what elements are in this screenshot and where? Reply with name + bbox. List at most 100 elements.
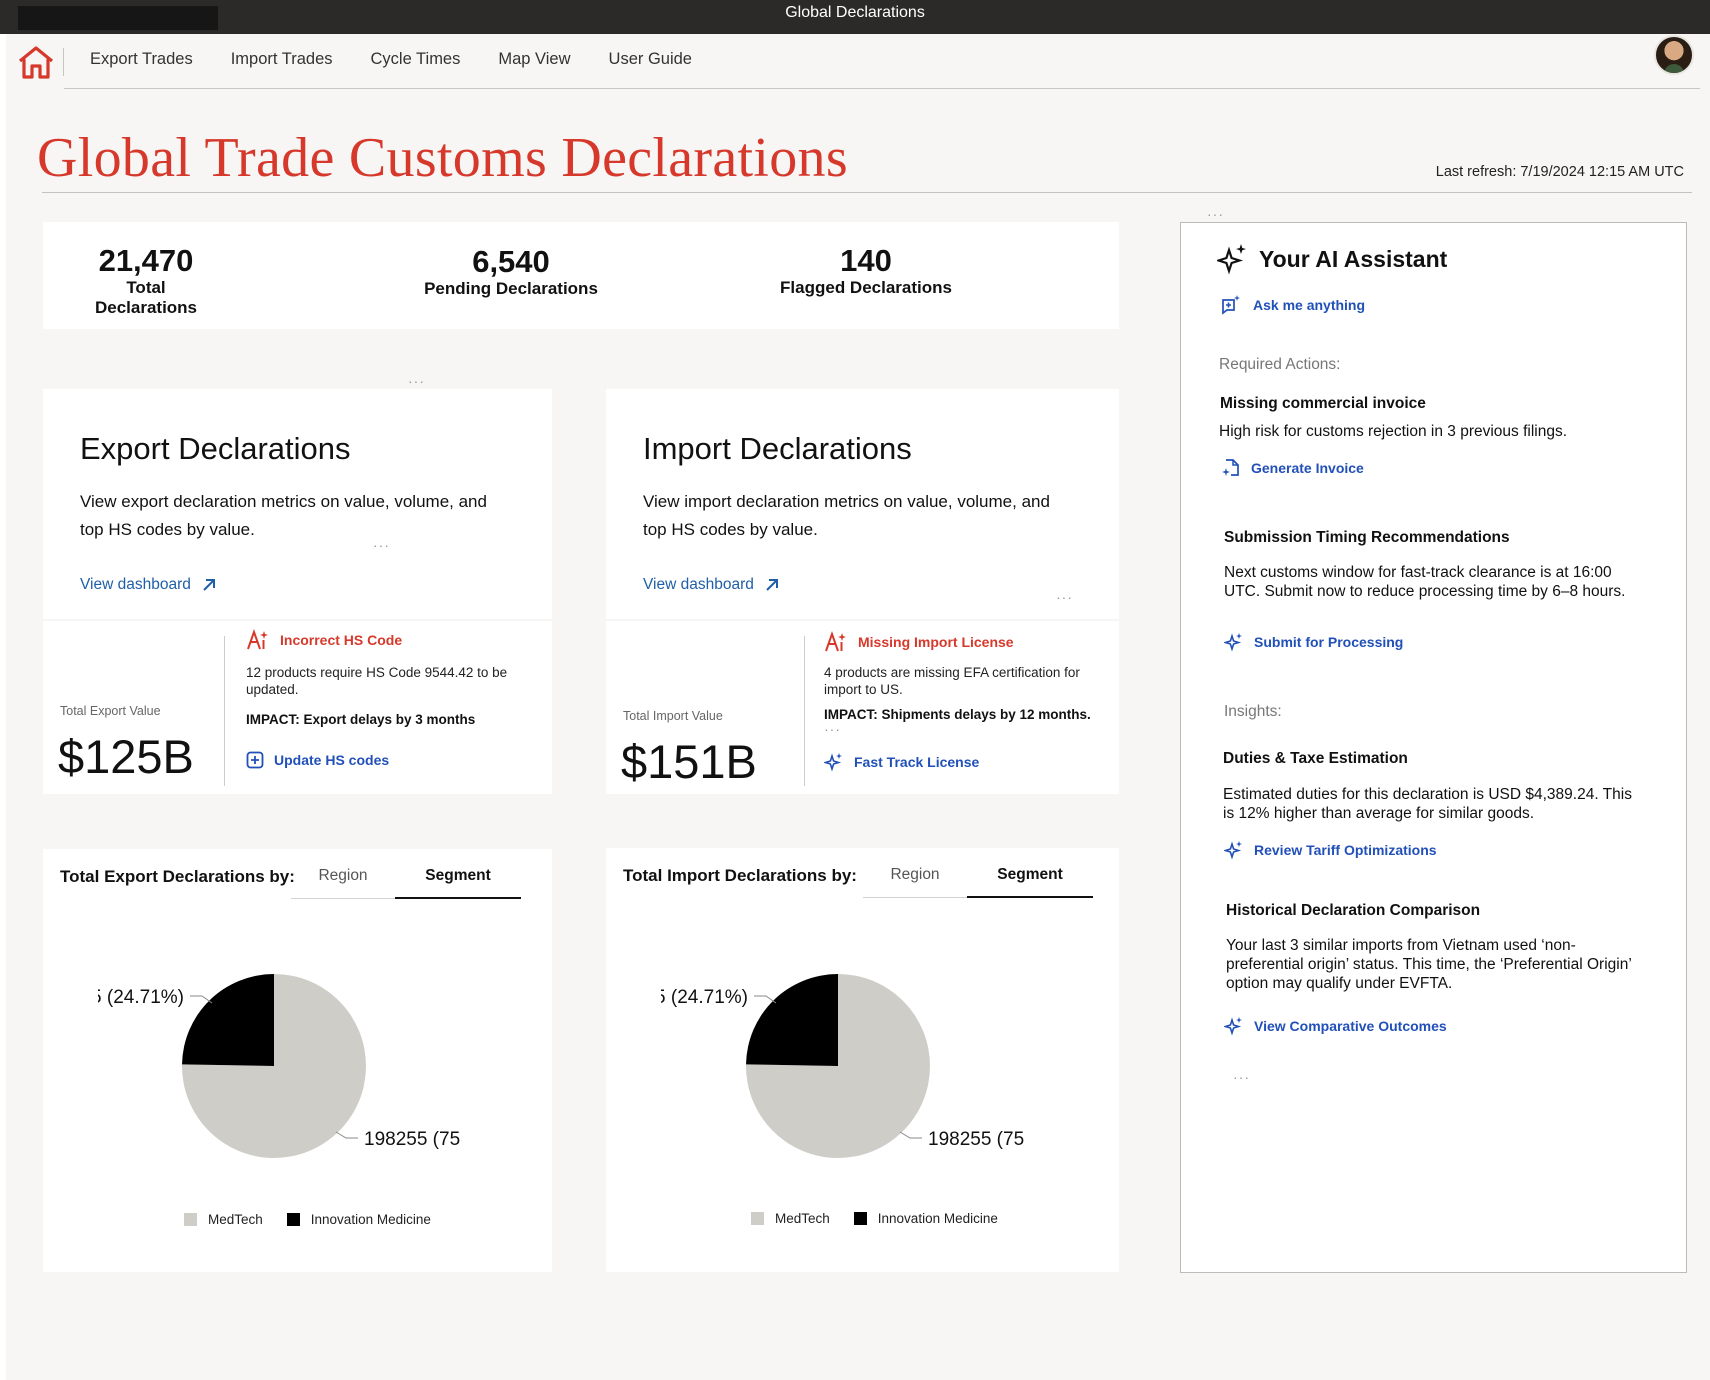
kpi-label: Pending Declarations — [424, 279, 598, 298]
external-arrow-icon — [766, 579, 778, 591]
legend-swatch-innovation-medicine — [286, 1213, 300, 1226]
import-alert-body: 4 products are missing EFA certification… — [824, 665, 1080, 697]
kpi-value: 140 — [840, 243, 892, 278]
export-chart-tabs: Region Segment — [291, 867, 521, 899]
import-chart-tabs: Region Segment — [863, 866, 1093, 898]
fast-track-license-button[interactable]: Fast Track License — [824, 752, 979, 772]
user-avatar[interactable] — [1654, 35, 1694, 75]
more-dots[interactable]: ··· — [408, 373, 425, 389]
app-root: Export Trades Import Trades Cycle Times … — [6, 34, 1710, 1380]
sparkle-icon — [1224, 1017, 1242, 1036]
item-title: Duties & Taxe Estimation — [1223, 750, 1408, 767]
tab-region[interactable]: Region — [291, 867, 395, 899]
export-card: Export Declarations View export declarat… — [43, 389, 552, 619]
import-card: Import Declarations View import declarat… — [606, 389, 1119, 619]
more-dots[interactable]: ··· — [373, 537, 390, 553]
legend-swatch-medtech — [184, 1213, 197, 1226]
ask-me-anything-button[interactable]: Ask me anything — [1219, 294, 1365, 316]
export-title: Export Declarations — [80, 431, 351, 466]
tab-region[interactable]: Region — [863, 866, 967, 898]
export-alert-panel: Total Export Value $125B Incorrect HS Co… — [43, 621, 552, 794]
item-title: Submission Timing Recommendations — [1224, 529, 1510, 546]
home-icon[interactable] — [16, 44, 56, 80]
import-view-dashboard-link[interactable]: View dashboard — [643, 576, 780, 594]
nav-item-export-trades[interactable]: Export Trades — [90, 50, 193, 68]
data-label-medtech: 198255 (75 — [928, 1129, 1024, 1150]
page-title: Global Trade Customs Declarations — [37, 127, 848, 189]
assistant-title: Your AI Assistant — [1259, 245, 1448, 272]
export-chart-legend: MedTech Innovation Medicine — [184, 1212, 431, 1227]
ai-assistant-panel: Your AI Assistant Ask me anything Requir… — [1180, 222, 1687, 1273]
vertical-divider — [804, 636, 805, 786]
nav-divider — [64, 88, 1700, 89]
required-actions-label: Required Actions: — [1219, 356, 1341, 373]
submit-for-processing-button[interactable]: Submit for Processing — [1224, 632, 1403, 652]
import-description: View import declaration metrics on value… — [643, 492, 1050, 539]
nav-item-import-trades[interactable]: Import Trades — [230, 50, 333, 68]
leader-line-minor — [754, 995, 777, 1004]
import-alert-title: Missing Import License — [824, 631, 1014, 653]
sparkle-icon — [1224, 841, 1242, 860]
item-body: Next customs window for fast-track clear… — [1224, 564, 1626, 600]
leader-line-major — [899, 1131, 922, 1139]
action-label: View Comparative Outcomes — [1254, 1018, 1447, 1034]
kpi-strip: 21,470 Total Declarations 6,540 Pending … — [43, 222, 1119, 329]
import-chart-card: Total Import Declarations by: Region Seg… — [606, 848, 1119, 1272]
nav-item-user-guide[interactable]: User Guide — [608, 50, 692, 68]
import-impact: IMPACT: Shipments delays by 12 months. — [824, 707, 1091, 722]
item-body: High risk for customs rejection in 3 pre… — [1219, 423, 1568, 440]
export-chart-title: Total Export Declarations by: — [60, 867, 295, 886]
kpi-label: Total Declarations — [94, 278, 198, 317]
leader-line-minor — [190, 995, 213, 1004]
item-body: Estimated duties for this declaration is… — [1223, 786, 1632, 822]
data-label-innovation-medicine: 35 (24.71%) — [644, 987, 748, 1008]
alert-title-text: Missing Import License — [858, 634, 1014, 650]
redacted-region — [18, 6, 218, 30]
pie-slice-innovation-medicine[interactable] — [746, 974, 838, 1066]
action-label: Fast Track License — [854, 754, 980, 770]
pie-data-labels: 35 (24.71%) 198255 (75 — [644, 987, 1024, 1150]
nav-item-map-view[interactable]: Map View — [498, 50, 571, 68]
legend-label: Innovation Medicine — [310, 1212, 431, 1227]
alert-title-text: Incorrect HS Code — [280, 632, 403, 648]
external-arrow-icon — [203, 579, 215, 591]
legend-label: Innovation Medicine — [877, 1211, 998, 1226]
kpi-flagged-declarations: 140 Flagged Declarations — [771, 244, 961, 298]
item-title: Missing commercial invoice — [1220, 395, 1426, 412]
action-label: Update HS codes — [274, 752, 390, 768]
top-nav: Export Trades Import Trades Cycle Times … — [6, 34, 1710, 90]
view-comparative-outcomes-button[interactable]: View Comparative Outcomes — [1224, 1016, 1447, 1036]
export-impact: IMPACT: Export delays by 3 months — [246, 712, 476, 727]
vertical-divider — [224, 636, 225, 786]
document-sparkle-icon — [1222, 459, 1239, 476]
more-dots[interactable]: ··· — [1207, 206, 1224, 222]
chat-sparkle-icon — [1222, 295, 1240, 315]
ai-alert-icon — [825, 631, 846, 652]
update-hs-codes-button[interactable]: Update HS codes — [246, 751, 389, 769]
plus-box-icon — [246, 751, 264, 769]
more-dots[interactable]: ··· — [1056, 589, 1073, 605]
export-view-dashboard-link[interactable]: View dashboard — [80, 576, 217, 594]
more-dots[interactable]: ··· — [824, 721, 841, 737]
assistant-header: Your AI Assistant — [1217, 243, 1447, 275]
nav-separator — [63, 48, 64, 76]
sparkle-icon — [1224, 633, 1242, 652]
total-import-value: $151B — [621, 735, 757, 788]
tab-segment[interactable]: Segment — [967, 866, 1093, 898]
more-dots[interactable]: ··· — [1233, 1069, 1250, 1085]
action-label: Submit for Processing — [1254, 634, 1404, 650]
tab-segment[interactable]: Segment — [395, 867, 521, 899]
total-export-value: $125B — [58, 730, 194, 783]
item-title: Historical Declaration Comparison — [1226, 902, 1481, 919]
legend-label: MedTech — [775, 1211, 830, 1226]
nav-item-cycle-times[interactable]: Cycle Times — [370, 50, 461, 68]
pie-slice-innovation-medicine[interactable] — [182, 974, 274, 1066]
legend-label: MedTech — [208, 1212, 263, 1227]
link-label: View dashboard — [643, 576, 754, 593]
import-title: Import Declarations — [643, 431, 912, 466]
leader-line-major — [335, 1131, 358, 1139]
generate-invoice-button[interactable]: Generate Invoice — [1221, 457, 1364, 479]
data-label-innovation-medicine: 35 (24.71%) — [80, 987, 184, 1008]
insights-label: Insights: — [1224, 703, 1282, 720]
review-tariff-optimizations-button[interactable]: Review Tariff Optimizations — [1224, 840, 1437, 860]
